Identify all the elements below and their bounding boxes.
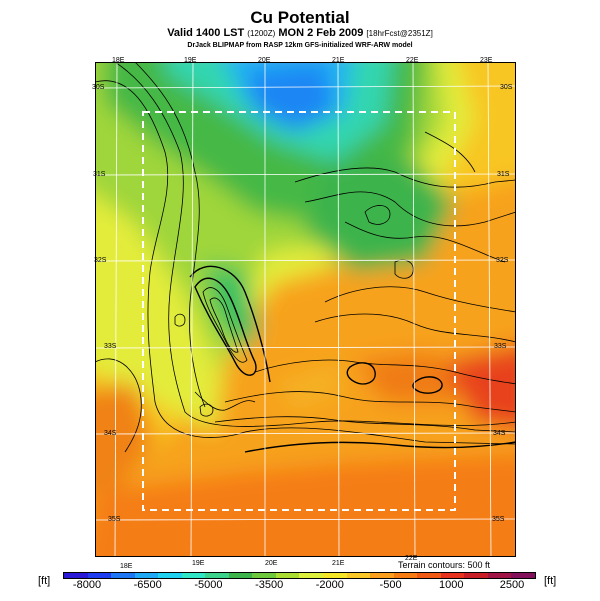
cu-potential-map [95,62,516,557]
terrain-contour-note: Terrain contours: 500 ft [398,560,491,570]
colorbar-tick-label: -500 [379,579,402,591]
terrain-contours [95,62,516,453]
color-field [95,62,516,557]
inner-domain-boundary [142,111,456,511]
colorbar-segment [134,573,159,578]
colorbar-tick-label: -2000 [315,579,344,591]
colorbar-unit-right: [ft] [544,575,557,587]
lon-label-top: 19E [184,57,197,64]
colorbar-segment [346,573,371,578]
lon-label-top: 22E [406,57,419,64]
forecast-date: MON 2 Feb 2009 [278,27,364,39]
colorbar-segment [417,573,441,578]
model-credit: DrJack BLIPMAP from RASP 12km GFS-initia… [187,42,413,49]
colorbar-segment [393,573,418,578]
colorbar-segment [323,573,347,578]
colorbar-segment [228,573,253,578]
colorbar-segment [299,573,324,578]
lat-lon-grid [95,62,516,557]
colorbar-segment [440,573,465,578]
lon-label-bottom: 22E [405,555,418,562]
colorbar-tick-label: 1000 [439,579,464,591]
lat-label-left: 34S [104,430,117,437]
colorbar-segment [275,573,300,578]
colorbar-segment [205,573,229,578]
colorbar-segment [181,573,206,578]
lon-label-bottom: 19E [192,560,205,567]
lon-label-top: 20E [258,57,271,64]
colorbar-tick-label: -5000 [194,579,223,591]
colorbar-unit-left: [ft] [38,575,51,587]
colorbar-tick-label: -3500 [255,579,284,591]
lon-label-bottom: 20E [265,560,278,567]
colorbar-segment [370,573,394,578]
colorbar-segment [64,573,88,578]
colorbar-tick-label: 2500 [499,579,525,591]
lat-label-right: 34S [493,430,506,437]
valid-time: Valid 1400 LST [167,27,245,39]
lon-label-top: 23E [480,57,493,64]
lon-label-top: 21E [332,57,345,64]
chart-title: Cu Potential [250,8,350,27]
lat-label-left: 35S [108,516,121,523]
lat-label-left: 30S [92,84,105,91]
colorbar-segment [252,573,276,578]
lat-label-right: 30S [500,84,513,91]
lat-label-left: 33S [104,343,117,350]
valid-time-subtitle: Valid 1400 LST (1200Z) MON 2 Feb 2009 [1… [0,27,600,39]
lat-label-right: 32S [496,257,509,264]
lat-label-left: 32S [94,257,107,264]
lat-label-right: 31S [497,171,510,178]
lon-label-bottom: 18E [120,563,133,570]
colorbar-segment [464,573,488,578]
lat-label-left: 31S [93,171,106,178]
utc-time: (1200Z) [247,29,276,38]
colorbar-segment [158,573,182,578]
colorbar-segment [111,573,135,578]
forecast-run: [18hrFcst@2351Z] [366,29,433,38]
colorbar-tick-label: -8000 [72,579,102,591]
colorbar-segment [87,573,112,578]
colorbar-tick-labels: -8000 -6500 -5000 -3500 -2000 -500 1000 2500 [63,579,536,601]
colorbar [63,572,536,579]
lat-label-right: 35S [492,516,505,523]
colorbar-segment [487,573,512,578]
lat-label-right: 33S [494,343,507,350]
lon-label-bottom: 21E [332,560,345,567]
colorbar-tick-label: -6500 [133,579,162,591]
colorbar-segment [511,573,535,578]
lon-label-top: 18E [112,57,125,64]
